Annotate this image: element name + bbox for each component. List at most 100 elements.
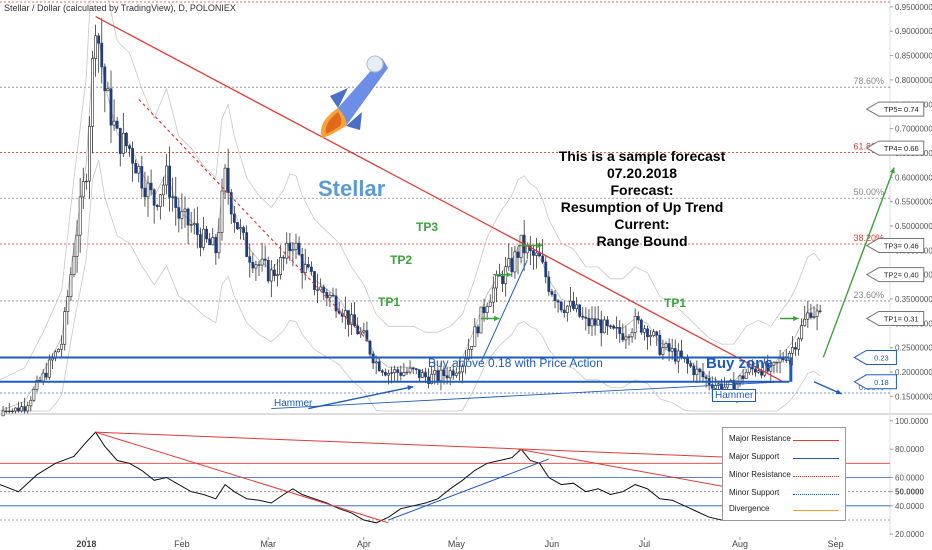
candle-down bbox=[667, 343, 671, 352]
candle-up bbox=[7, 410, 11, 413]
candle-down bbox=[781, 358, 785, 361]
rsi-y-tick-label: 80.0000 bbox=[895, 445, 924, 454]
legend-label: Minor Resistance bbox=[729, 470, 791, 479]
tp2-label: TP2 bbox=[390, 253, 413, 267]
target-callout bbox=[853, 374, 897, 390]
hammer-label: Hammer bbox=[712, 389, 757, 402]
candle-down bbox=[177, 207, 181, 219]
candle-down bbox=[516, 251, 520, 258]
candle-up bbox=[319, 286, 323, 291]
rsi-line bbox=[0, 431, 821, 524]
candle-up bbox=[800, 325, 804, 340]
stellar-logo-text: Stellar bbox=[318, 176, 386, 201]
candle-down bbox=[445, 375, 449, 379]
candle-down bbox=[618, 326, 622, 334]
candle-down bbox=[436, 370, 440, 381]
band-upper bbox=[0, 0, 821, 381]
candle-down bbox=[168, 165, 171, 198]
candle-down bbox=[612, 325, 615, 329]
forecast-line: This is a sample forecast bbox=[558, 148, 726, 164]
legend-label: Major Support bbox=[729, 452, 780, 461]
candle-up bbox=[217, 232, 221, 254]
candle-down bbox=[547, 276, 551, 292]
candle-down bbox=[544, 261, 548, 278]
candle-down bbox=[532, 250, 535, 256]
candle-down bbox=[368, 340, 372, 355]
candle-down bbox=[23, 406, 27, 412]
candle-down bbox=[288, 242, 292, 252]
x-tick-label: May bbox=[448, 539, 466, 549]
hammer-label: Hammer bbox=[274, 398, 313, 409]
candle-down bbox=[334, 295, 338, 312]
candle-up bbox=[513, 251, 517, 273]
candle-up bbox=[495, 275, 498, 289]
candle-down bbox=[710, 384, 714, 389]
candle-down bbox=[313, 271, 316, 290]
candle-up bbox=[535, 252, 538, 256]
candle-up bbox=[328, 294, 332, 299]
candle-down bbox=[686, 358, 689, 364]
candle-up bbox=[473, 326, 477, 347]
candle-up bbox=[94, 35, 97, 59]
rsi-y-tick-label: 50.0000 bbox=[895, 488, 924, 497]
forecast-line: Resumption of Up Trend bbox=[560, 199, 724, 215]
forecast-line: Forecast: bbox=[610, 182, 674, 198]
target-callout-label: 0.23 bbox=[874, 353, 889, 362]
candle-up bbox=[565, 305, 569, 314]
candle-down bbox=[44, 372, 48, 378]
candle-up bbox=[470, 346, 474, 350]
target-callout bbox=[865, 237, 925, 253]
candle-down bbox=[417, 369, 421, 378]
candle-down bbox=[701, 371, 705, 378]
candle-down bbox=[380, 370, 384, 373]
candle-up bbox=[744, 371, 748, 379]
legend-swatch bbox=[793, 476, 839, 477]
candle-up bbox=[454, 372, 458, 376]
candle-down bbox=[556, 300, 560, 303]
candle-up bbox=[254, 264, 258, 269]
candle-up bbox=[189, 224, 193, 226]
candle-down bbox=[149, 182, 153, 191]
candle-down bbox=[365, 330, 369, 342]
candle-down bbox=[562, 309, 566, 314]
candle-down bbox=[599, 319, 603, 334]
candle-up bbox=[183, 208, 187, 212]
legend-swatch bbox=[793, 440, 839, 441]
candle-down bbox=[155, 204, 159, 207]
candle-up bbox=[421, 372, 424, 378]
candle-up bbox=[180, 211, 184, 219]
candle-down bbox=[347, 310, 350, 325]
candle-up bbox=[47, 359, 51, 378]
candle-down bbox=[658, 334, 662, 355]
buy-zone-bracket bbox=[789, 357, 793, 382]
candle-up bbox=[633, 316, 637, 333]
candle-up bbox=[1, 410, 5, 417]
fib-level-label: 38.20% bbox=[853, 233, 884, 243]
rsi-y-tick-label: 60.0000 bbox=[895, 474, 924, 483]
candle-up bbox=[670, 348, 674, 352]
candle-down bbox=[103, 66, 107, 91]
y-tick-label: 0.15000000 bbox=[895, 392, 932, 401]
candle-down bbox=[414, 368, 418, 370]
legend-item: Divergence bbox=[729, 504, 841, 516]
candle-down bbox=[784, 359, 788, 361]
fib-level-label: 78.60% bbox=[853, 76, 884, 86]
candle-up bbox=[405, 371, 409, 374]
candle-down bbox=[273, 269, 276, 277]
candle-up bbox=[507, 258, 511, 268]
rsi-support-line bbox=[388, 458, 550, 521]
candle-down bbox=[134, 162, 138, 174]
candle-down bbox=[572, 300, 575, 310]
candle-up bbox=[158, 194, 162, 207]
candle-down bbox=[692, 365, 696, 376]
candle-down bbox=[498, 275, 501, 277]
candle-down bbox=[750, 366, 754, 370]
band-lower bbox=[0, 159, 821, 412]
minor-resistance-line bbox=[138, 98, 371, 344]
candle-up bbox=[20, 406, 23, 412]
target-callout bbox=[853, 349, 897, 365]
candle-down bbox=[248, 256, 252, 263]
candle-down bbox=[510, 258, 514, 273]
candle-down bbox=[794, 347, 797, 350]
